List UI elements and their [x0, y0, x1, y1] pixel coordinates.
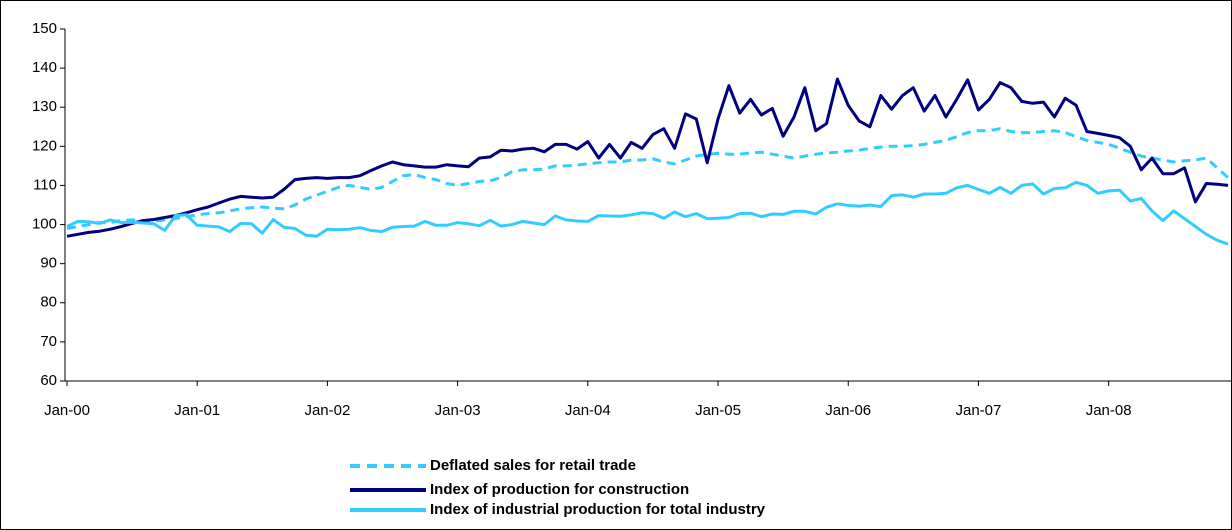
- series-line: [66, 77, 1229, 238]
- legend-label: Index of industrial production for total…: [430, 501, 766, 518]
- y-tick-label: 130: [32, 98, 57, 115]
- y-tick-label: 80: [40, 294, 57, 311]
- x-tick-label: Jan-05: [695, 402, 741, 419]
- y-tick-label: 90: [40, 255, 57, 272]
- y-tick-label: 100: [32, 216, 57, 233]
- x-tick-label: Jan-07: [956, 402, 1002, 419]
- series-line: [66, 127, 1230, 230]
- series-line: [66, 180, 1229, 246]
- y-tick-label: 150: [32, 20, 57, 37]
- x-tick-label: Jan-04: [565, 402, 611, 419]
- x-tick-label: Jan-01: [174, 402, 220, 419]
- y-tick-label: 120: [32, 137, 57, 154]
- y-tick-label: 110: [33, 176, 57, 193]
- legend-label: Index of production for construction: [430, 481, 689, 498]
- x-tick-label: Jan-02: [304, 402, 350, 419]
- x-tick-label: Jan-06: [825, 402, 871, 419]
- x-tick-label: Jan-08: [1086, 402, 1132, 419]
- y-tick-label: 60: [40, 372, 57, 389]
- x-tick-label: Jan-03: [435, 402, 481, 419]
- y-tick-label: 140: [32, 59, 57, 76]
- legend-label: Deflated sales for retail trade: [430, 457, 636, 474]
- x-tick-label: Jan-00: [44, 402, 90, 419]
- y-tick-label: 70: [40, 333, 57, 350]
